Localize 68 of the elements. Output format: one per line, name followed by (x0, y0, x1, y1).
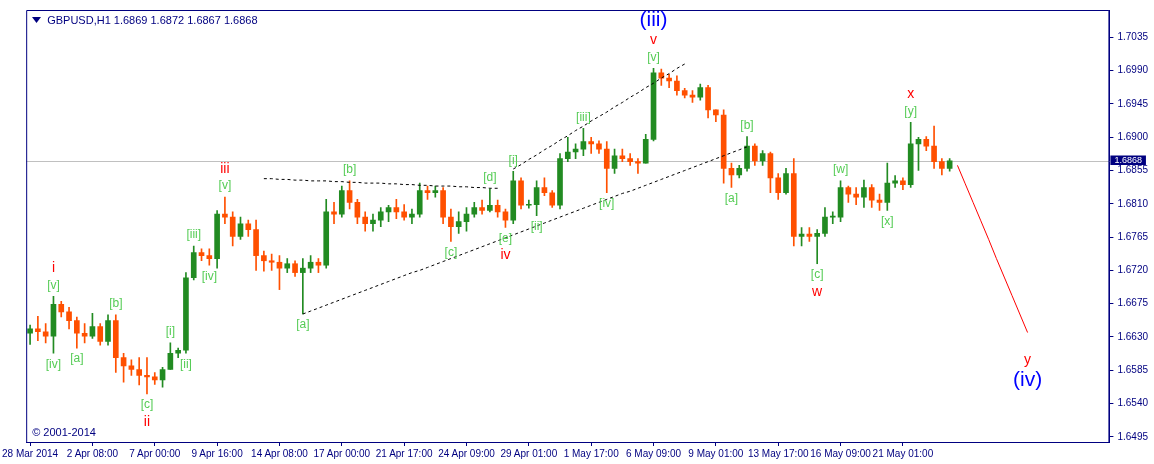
y-tick-label: 1.6900 (1117, 130, 1149, 142)
annotation: [d] (483, 170, 497, 185)
annotation: iv (500, 246, 511, 263)
y-tick-label: 1.6540 (1117, 397, 1149, 409)
x-tick-label: 14 Apr 08:00 (251, 447, 309, 459)
annotation: [c] (444, 244, 458, 259)
ref-line-label: 1.6868 (1114, 154, 1142, 165)
y-tick-label: 1.6495 (1117, 430, 1149, 442)
annotation: iii (220, 160, 230, 177)
annotation: [iv] (201, 268, 217, 283)
y-tick-label: 1.6765 (1117, 230, 1149, 242)
chart-title: GBPUSD,H1 1.6869 1.6872 1.6867 1.6868 (47, 14, 258, 26)
annotation: [iii] (576, 109, 591, 124)
x-tick-label: 21 Apr 17:00 (375, 447, 433, 459)
y-tick-label: 1.6945 (1117, 97, 1149, 109)
x-tick-label: 13 May 17:00 (747, 447, 809, 459)
annotation: [v] (47, 277, 60, 292)
annotation: i (51, 259, 56, 276)
x-tick-label: 29 Apr 01:00 (500, 447, 558, 459)
x-tick-label: 2 Apr 08:00 (66, 447, 119, 459)
y-tick-label: 1.6855 (1117, 164, 1149, 176)
y-tick-label: 1.6630 (1117, 330, 1149, 342)
annotation: [v] (218, 178, 232, 193)
annotation: w (811, 282, 824, 299)
x-tick-label: 6 May 09:00 (626, 447, 682, 459)
y-tick-label: 1.6585 (1117, 364, 1149, 375)
line-series (302, 146, 748, 315)
x-tick-label: 17 Apr 00:00 (313, 447, 371, 459)
x-tick-label: 9 Apr 16:00 (191, 447, 244, 459)
annotation: [x] (880, 213, 894, 228)
annotation: [a] (724, 190, 739, 205)
annotation: [b] (109, 296, 123, 311)
x-tick-label: 21 May 01:00 (872, 447, 934, 459)
annotation: [e] (498, 230, 513, 245)
x-tick-label: 9 May 01:00 (688, 447, 744, 459)
x-tick-label: 16 May 09:00 (810, 447, 872, 459)
annotation: [a] (296, 317, 310, 332)
annotation: [w] (832, 162, 849, 177)
annotation: [iv] (45, 356, 62, 371)
annotation: ii (143, 412, 151, 429)
annotation: [y] (904, 103, 918, 118)
y-tick-label: 1.7035 (1117, 31, 1149, 43)
annotation: [iii] (186, 227, 202, 242)
annotation: [c] (140, 397, 154, 412)
annotation: [c] (810, 267, 824, 282)
x-tick-label: 1 May 17:00 (563, 447, 620, 459)
annotation: [i] (508, 152, 518, 167)
annotation: [a] (70, 351, 84, 366)
y-tick-label: 1.6720 (1117, 264, 1149, 276)
y-tick-label: 1.6675 (1117, 297, 1149, 309)
annotation: y (1024, 351, 1032, 368)
annotation: [ii] (179, 356, 192, 371)
annotation: [iv] (599, 196, 615, 211)
annotation: [ii] (530, 218, 543, 233)
y-tick-label: 1.6810 (1117, 197, 1149, 209)
annotation: [b] (342, 162, 357, 177)
x-tick-label: 24 Apr 09:00 (438, 447, 496, 459)
annotation: [v] (647, 49, 660, 64)
annotation: (iv) (1013, 367, 1043, 391)
annotation: [b] (740, 117, 754, 132)
y-tick-label: 1.6990 (1117, 64, 1149, 76)
annotation: (iii) (639, 7, 668, 31)
annotation: [i] (165, 324, 176, 339)
annotation: © 2001-2014 (32, 426, 96, 438)
x-tick-label: 7 Apr 00:00 (129, 447, 181, 459)
x-tick-label: 28 Mar 2014 (2, 447, 59, 459)
annotation: v (650, 31, 658, 48)
annotation: x (907, 85, 915, 102)
